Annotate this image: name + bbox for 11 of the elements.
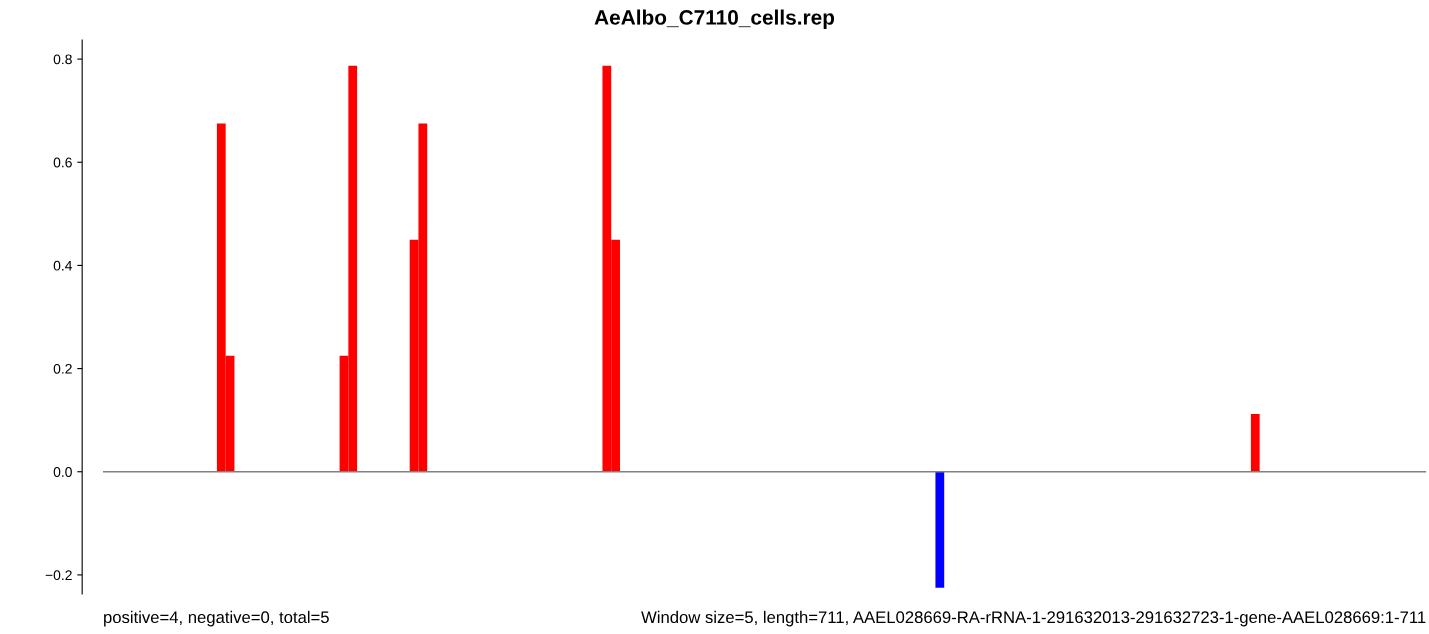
text: positive=4, negative=0, total=5 [104, 610, 329, 627]
bar [935, 471, 945, 588]
y-tick-label: 0.6 [53, 157, 72, 168]
text: Window size=5, length=711, AAEL028669-RA-rRNA-1-291632013-291632723-1-gene-AAEL028669:1-711 [641, 610, 1426, 627]
chart-title: AeAlbo_C7110_cells.rep [594, 9, 835, 29]
y-tick-label: 0.4 [53, 260, 73, 271]
y-tick-label: 0.8 [53, 54, 72, 65]
y-tick-label: 0.0 [53, 467, 72, 477]
bar [1250, 413, 1260, 472]
y-tick-label: 0.2 [53, 363, 72, 374]
y-tick-label: −0.2 [45, 570, 72, 581]
